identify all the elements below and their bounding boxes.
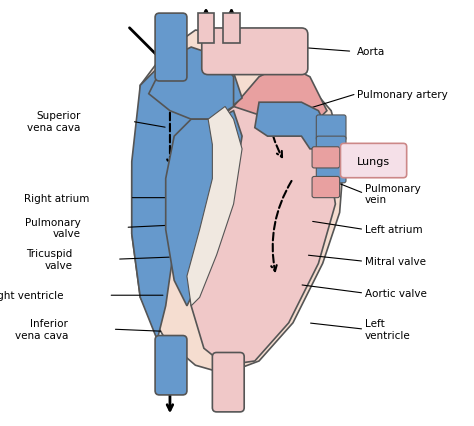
Text: Aortic valve: Aortic valve bbox=[365, 288, 427, 298]
Polygon shape bbox=[166, 112, 242, 306]
Text: Mitral valve: Mitral valve bbox=[365, 257, 426, 267]
FancyBboxPatch shape bbox=[212, 353, 244, 412]
FancyBboxPatch shape bbox=[316, 137, 346, 162]
Polygon shape bbox=[255, 103, 327, 150]
FancyBboxPatch shape bbox=[312, 147, 340, 169]
Text: Inferior
vena cava: Inferior vena cava bbox=[15, 319, 68, 340]
FancyBboxPatch shape bbox=[155, 14, 187, 82]
Text: Pulmonary artery: Pulmonary artery bbox=[356, 89, 447, 100]
FancyBboxPatch shape bbox=[155, 336, 187, 395]
Text: Pulmonary
vein: Pulmonary vein bbox=[365, 183, 421, 205]
Text: Left
ventricle: Left ventricle bbox=[365, 319, 411, 340]
FancyBboxPatch shape bbox=[340, 144, 407, 178]
FancyBboxPatch shape bbox=[316, 115, 346, 141]
Polygon shape bbox=[187, 107, 242, 306]
Polygon shape bbox=[198, 14, 215, 44]
FancyBboxPatch shape bbox=[316, 158, 346, 183]
Text: Superior
vena cava: Superior vena cava bbox=[27, 111, 81, 133]
Text: Right atrium: Right atrium bbox=[24, 193, 89, 203]
FancyBboxPatch shape bbox=[312, 177, 340, 198]
Text: Tricuspid
valve: Tricuspid valve bbox=[26, 249, 73, 271]
FancyBboxPatch shape bbox=[202, 29, 308, 75]
Text: Right ventricle: Right ventricle bbox=[0, 291, 64, 300]
Text: Lungs: Lungs bbox=[357, 156, 390, 166]
Text: Aorta: Aorta bbox=[356, 47, 385, 57]
Polygon shape bbox=[132, 52, 242, 340]
Polygon shape bbox=[187, 95, 336, 366]
Polygon shape bbox=[149, 48, 234, 120]
Polygon shape bbox=[223, 14, 240, 44]
Polygon shape bbox=[234, 65, 327, 128]
Polygon shape bbox=[132, 31, 344, 374]
Text: Left atrium: Left atrium bbox=[365, 225, 423, 235]
Text: Pulmonary
valve: Pulmonary valve bbox=[25, 217, 81, 239]
